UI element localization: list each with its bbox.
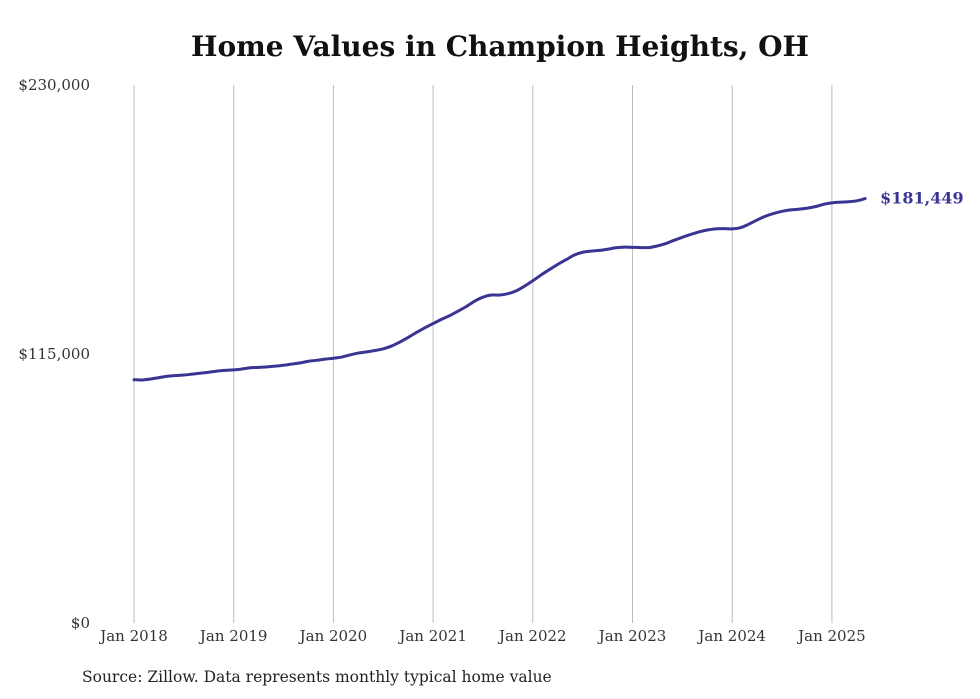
x-tick-label-2019: Jan 2019 — [198, 627, 268, 645]
x-tick-label-2025: Jan 2025 — [796, 627, 866, 645]
end-value-label: $181,449 — [880, 189, 964, 208]
chart-title: Home Values in Champion Heights, OH — [191, 30, 809, 63]
y-tick-label-0: $0 — [71, 614, 90, 632]
x-tick-label-2020: Jan 2020 — [298, 627, 368, 645]
y-axis-tick-labels: $0 $115,000 $230,000 — [18, 76, 90, 632]
x-axis-tick-labels: Jan 2018 Jan 2019 Jan 2020 Jan 2021 Jan 2022… — [98, 627, 865, 645]
x-tick-label-2021: Jan 2021 — [397, 627, 467, 645]
x-tick-label-2018: Jan 2018 — [98, 627, 168, 645]
series-layer: $181,449 — [132, 189, 964, 382]
series-line-0 — [132, 197, 867, 382]
x-tick-label-2022: Jan 2022 — [497, 627, 567, 645]
gridlines — [133, 85, 833, 623]
x-tick-label-2024: Jan 2024 — [696, 627, 766, 645]
y-tick-label-115000: $115,000 — [18, 345, 90, 363]
y-tick-label-230000: $230,000 — [18, 76, 90, 94]
source-note: Source: Zillow. Data represents monthly … — [82, 668, 552, 686]
x-tick-label-2023: Jan 2023 — [597, 627, 667, 645]
